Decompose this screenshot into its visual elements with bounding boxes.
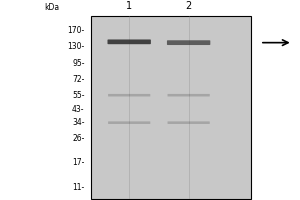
Text: 34-: 34- [72, 118, 85, 127]
Text: 170-: 170- [68, 26, 85, 35]
Text: 11-: 11- [72, 183, 85, 192]
FancyBboxPatch shape [167, 121, 210, 124]
Text: 2: 2 [185, 1, 192, 11]
FancyBboxPatch shape [107, 39, 151, 44]
FancyBboxPatch shape [167, 94, 210, 96]
Text: kDa: kDa [44, 3, 59, 12]
Text: 26-: 26- [72, 134, 85, 143]
Text: 1: 1 [126, 1, 132, 11]
FancyBboxPatch shape [108, 121, 150, 124]
Bar [91, 16, 251, 199]
Text: 95-: 95- [72, 59, 85, 68]
FancyBboxPatch shape [108, 94, 150, 96]
Text: 43-: 43- [72, 105, 85, 114]
Text: 130-: 130- [68, 42, 85, 51]
Text: 72-: 72- [72, 75, 85, 84]
Text: 55-: 55- [72, 91, 85, 100]
Text: 17-: 17- [72, 158, 85, 167]
FancyBboxPatch shape [167, 40, 210, 45]
